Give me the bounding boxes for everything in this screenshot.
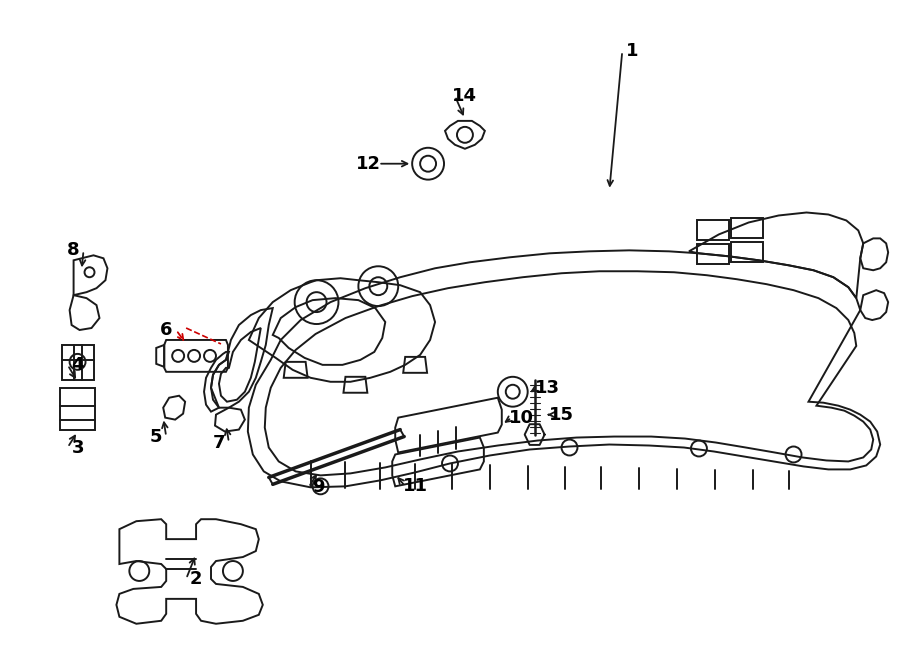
Text: 7: 7 bbox=[212, 434, 225, 451]
Bar bbox=[697, 221, 729, 241]
Text: 10: 10 bbox=[509, 408, 535, 426]
Bar bbox=[731, 219, 762, 239]
Text: 9: 9 bbox=[312, 479, 325, 496]
Text: 1: 1 bbox=[626, 42, 638, 60]
Bar bbox=[731, 243, 762, 262]
Text: 3: 3 bbox=[71, 438, 84, 457]
Text: 5: 5 bbox=[150, 428, 163, 446]
Bar bbox=[697, 245, 729, 264]
Text: 12: 12 bbox=[356, 155, 381, 173]
Text: 14: 14 bbox=[453, 87, 477, 105]
Text: 13: 13 bbox=[536, 379, 560, 397]
Text: 6: 6 bbox=[160, 321, 173, 339]
Text: 15: 15 bbox=[549, 406, 574, 424]
Text: 11: 11 bbox=[402, 477, 428, 495]
Text: 4: 4 bbox=[71, 356, 84, 374]
Text: 8: 8 bbox=[68, 241, 80, 259]
Text: 2: 2 bbox=[190, 570, 203, 588]
